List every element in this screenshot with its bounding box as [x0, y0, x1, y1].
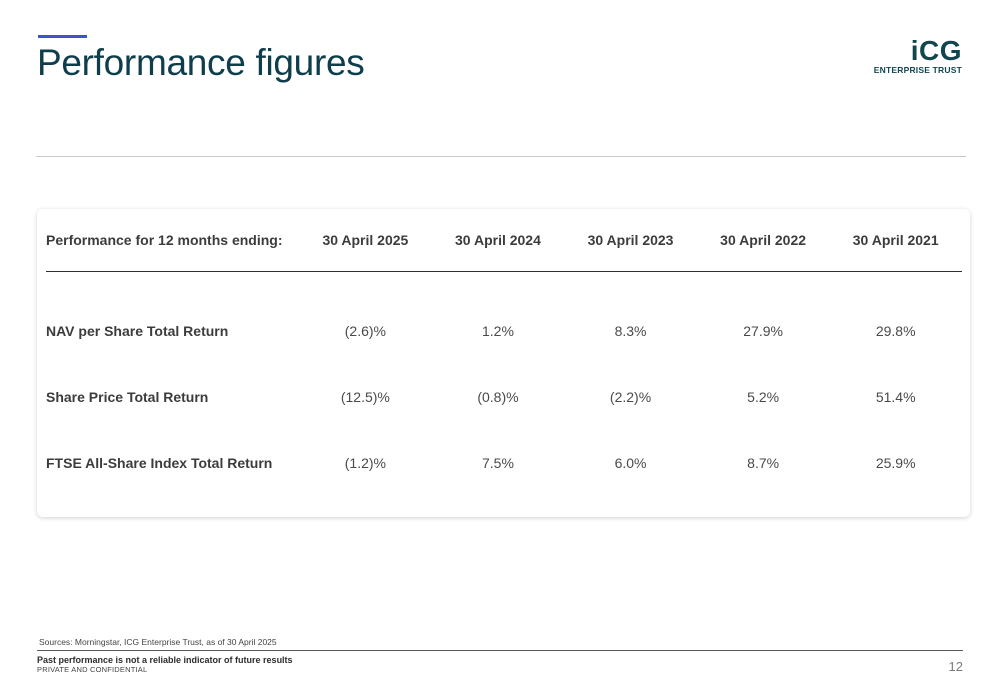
page-title: Performance figures: [37, 42, 365, 83]
table-row: Share Price Total Return (12.5)% (0.8)% …: [46, 364, 962, 430]
column-header: 30 April 2021: [829, 209, 962, 272]
disclaimer-text: Past performance is not a reliable indic…: [37, 655, 293, 665]
table-cell: 27.9%: [743, 323, 783, 339]
row-label: FTSE All-Share Index Total Return: [46, 455, 273, 471]
table-cell: 8.3%: [614, 323, 647, 339]
table-row: NAV per Share Total Return (2.6)% 1.2% 8…: [46, 298, 962, 364]
column-header: 30 April 2025: [299, 209, 432, 272]
table-cell: 6.0%: [614, 455, 647, 471]
performance-table-card: Performance for 12 months ending: 30 Apr…: [37, 209, 970, 517]
performance-table: Performance for 12 months ending: 30 Apr…: [46, 209, 962, 496]
table-spacer-row: [46, 272, 962, 299]
row-label: NAV per Share Total Return: [46, 323, 229, 339]
column-header: 30 April 2023: [564, 209, 697, 272]
table-cell: 8.7%: [747, 455, 780, 471]
table-header-row: Performance for 12 months ending: 30 Apr…: [46, 209, 962, 272]
table-cell: (12.5)%: [340, 389, 390, 405]
logo-subtitle: ENTERPRISE TRUST: [873, 65, 962, 75]
table-cell: (0.8)%: [477, 389, 519, 405]
table-cell: (2.2)%: [609, 389, 652, 405]
page-number: 12: [948, 659, 963, 674]
title-accent-bar: [38, 35, 87, 38]
column-header: 30 April 2022: [696, 209, 830, 272]
sources-note: Sources: Morningstar, ICG Enterprise Tru…: [39, 637, 277, 647]
table-cell: 29.8%: [875, 323, 916, 339]
table-cell: (2.6)%: [344, 323, 386, 339]
column-header: 30 April 2024: [431, 209, 565, 272]
logo-mark: iCG: [910, 35, 962, 66]
table-cell: 5.2%: [747, 389, 780, 405]
table-cell: 25.9%: [875, 455, 916, 471]
table-cell: 51.4%: [875, 389, 916, 405]
table-cell: 1.2%: [482, 323, 514, 339]
header-divider: [36, 156, 966, 157]
table-cell: 7.5%: [482, 455, 514, 471]
company-logo: iCG ENTERPRISE TRUST: [873, 35, 962, 76]
row-label: Share Price Total Return: [46, 389, 209, 405]
confidentiality-label: PRIVATE AND CONFIDENTIAL: [37, 665, 148, 674]
header-label: Performance for 12 months ending:: [46, 209, 300, 272]
table-row: FTSE All-Share Index Total Return (1.2)%…: [46, 430, 962, 496]
table-cell: (1.2)%: [344, 455, 386, 471]
footer-divider: [37, 650, 963, 651]
